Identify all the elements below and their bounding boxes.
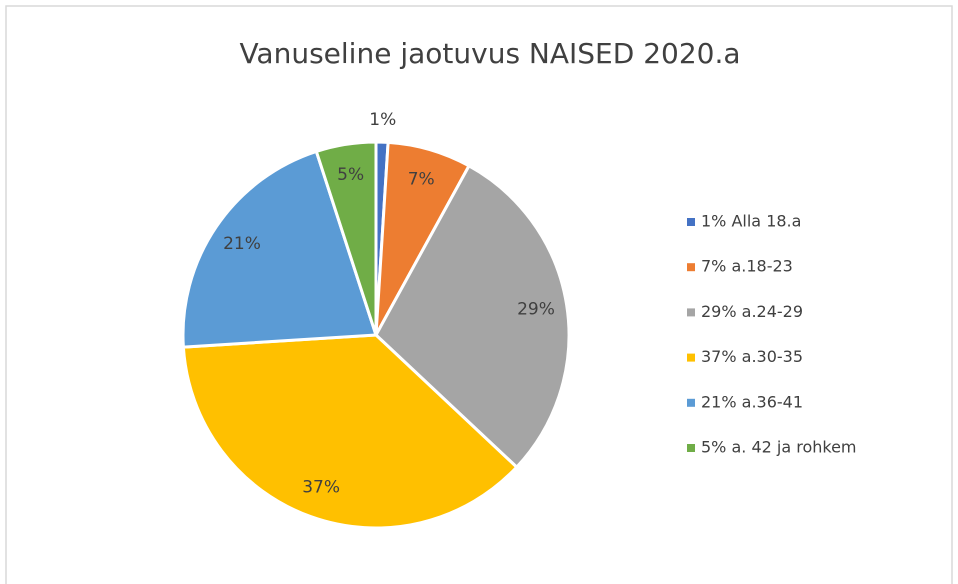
- pie-slice: [374, 163, 571, 470]
- legend-label: 1% Alla 18.a: [701, 212, 801, 231]
- legend-label: 5% a. 42 ja rohkem: [701, 438, 857, 457]
- legend-marker: [687, 444, 695, 452]
- legend-marker: [687, 398, 695, 407]
- legend-label: 7% a.18-23: [701, 257, 793, 276]
- legend-marker: [687, 308, 695, 317]
- legend-marker: [687, 353, 695, 362]
- data-label: 1%: [369, 110, 396, 130]
- data-label: 5%: [337, 165, 364, 185]
- legend-label: 21% a.36-41: [701, 392, 803, 411]
- legend-label: 37% a.30-35: [701, 347, 803, 366]
- pie-slice: [181, 149, 379, 349]
- pie-slice: [314, 140, 378, 336]
- data-label: 21%: [223, 234, 261, 254]
- pie-slice: [181, 333, 519, 530]
- data-label: 29%: [517, 300, 555, 320]
- chart-title: Vanuseline jaotuvus NAISED 2020.a: [239, 37, 740, 70]
- data-label: 37%: [302, 477, 340, 497]
- legend-label: 29% a.24-29: [701, 302, 803, 321]
- data-label: 7%: [408, 169, 435, 189]
- legend-marker: [687, 263, 695, 272]
- legend-marker: [687, 218, 695, 226]
